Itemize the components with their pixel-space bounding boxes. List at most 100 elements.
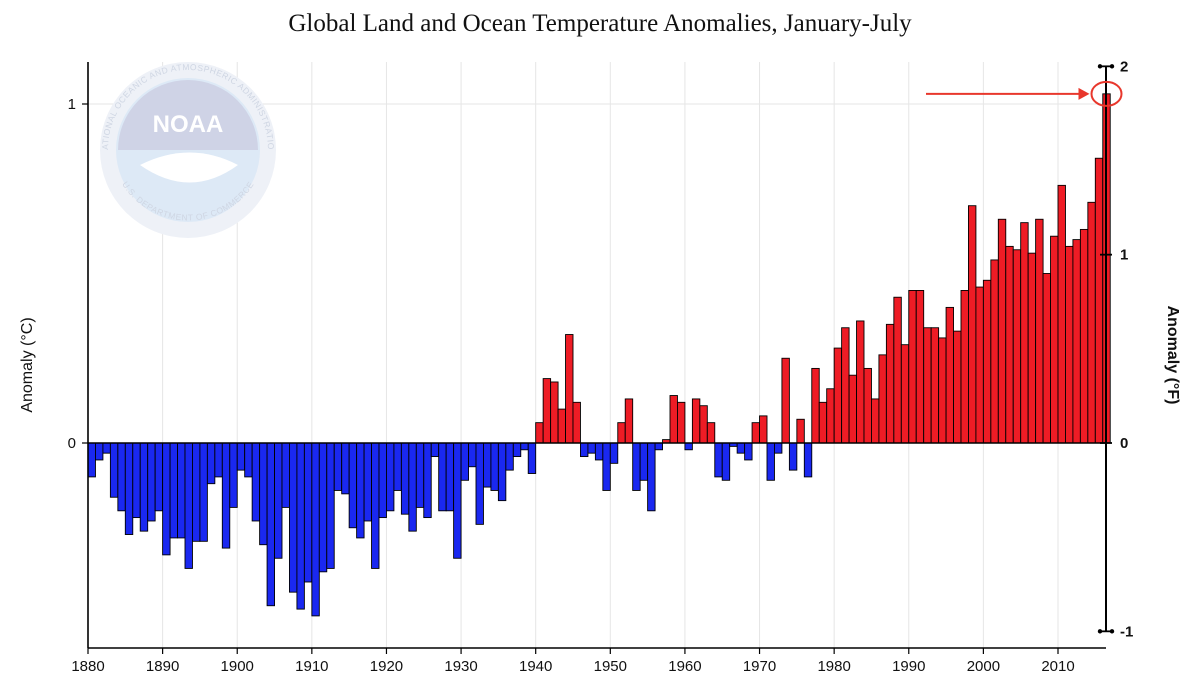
- bar-1970: [759, 415, 768, 444]
- bar-2007: [1035, 218, 1044, 444]
- bar-1933: [483, 442, 492, 488]
- bar-1943: [557, 408, 566, 444]
- bar-1882: [102, 442, 111, 454]
- bar-1956: [654, 442, 663, 451]
- bar-1952: [624, 398, 634, 444]
- x-tick-label-1910: 1910: [295, 658, 328, 675]
- bar-2013: [1079, 228, 1089, 444]
- bar-1907: [289, 442, 298, 593]
- bar-1888: [147, 442, 156, 522]
- bar-1979: [826, 388, 835, 444]
- bar-1951: [617, 422, 626, 444]
- y-right-tick-label-0: 0: [1120, 435, 1128, 452]
- bar-1947: [587, 442, 596, 454]
- bar-2006: [1027, 252, 1037, 444]
- axes: [87, 62, 1107, 649]
- bar-2004: [1012, 249, 1022, 444]
- bar-1887: [139, 442, 149, 532]
- bar-2014: [1087, 201, 1096, 444]
- bar-1983: [856, 320, 865, 444]
- bar-2009: [1050, 235, 1059, 444]
- bar-1900: [236, 442, 246, 471]
- bar-1886: [132, 442, 141, 519]
- bar-1954: [639, 442, 649, 481]
- x-tick-label-2010: 2010: [1041, 658, 1074, 675]
- bar-2011: [1065, 245, 1074, 444]
- x-tick-label-1920: 1920: [370, 658, 403, 675]
- bar-1986: [878, 354, 887, 444]
- bar-1901: [244, 442, 253, 478]
- bar-1948: [594, 442, 604, 461]
- bar-1950: [609, 442, 619, 464]
- x-tick-label-1930: 1930: [444, 658, 477, 675]
- bar-1906: [281, 442, 290, 508]
- y-right-axis-cap: [1109, 629, 1115, 634]
- bar-1980: [833, 347, 843, 444]
- annotations: [926, 80, 1123, 107]
- bar-1996: [953, 330, 962, 444]
- bar-1924: [415, 442, 425, 508]
- bar-1896: [206, 442, 216, 485]
- x-tick-label-1890: 1890: [146, 658, 179, 675]
- bar-1953: [632, 442, 641, 491]
- x-tick-label-1950: 1950: [594, 658, 627, 675]
- bar-1989: [900, 344, 910, 444]
- bar-1918: [371, 442, 380, 569]
- bar-1965: [721, 442, 731, 481]
- bar-1968: [744, 442, 753, 461]
- bar-1945: [572, 401, 581, 444]
- bar-1927: [438, 442, 447, 512]
- bar-1915: [348, 442, 358, 529]
- bar-2012: [1072, 239, 1081, 444]
- x-tick-label-1980: 1980: [817, 658, 850, 675]
- bar-1982: [848, 374, 857, 444]
- logo-sky: [118, 80, 258, 150]
- bar-1892: [177, 442, 186, 539]
- bar-1884: [117, 442, 126, 512]
- y-right-axis-cap: [1097, 629, 1103, 634]
- bar-1913: [333, 442, 343, 491]
- bar-1880: [87, 442, 96, 478]
- bar-1930: [460, 442, 469, 481]
- bar-1908: [296, 442, 305, 610]
- bar-1919: [378, 442, 387, 519]
- bar-1911: [318, 442, 328, 573]
- y-left-tick-label-0: 0: [68, 435, 76, 452]
- bar-1978: [818, 401, 828, 444]
- bar-2003: [1005, 245, 1014, 444]
- bar-1883: [109, 442, 119, 498]
- bar-1942: [550, 381, 559, 444]
- bar-2015: [1094, 157, 1104, 444]
- bar-1920: [386, 442, 395, 512]
- bar-1891: [169, 442, 178, 539]
- x-tick-label-1990: 1990: [892, 658, 925, 675]
- bar-2005: [1020, 222, 1029, 444]
- y-right-tick-label-1: 1: [1120, 247, 1128, 264]
- bar-1928: [445, 442, 455, 512]
- highlight-circle: [1090, 80, 1123, 107]
- y-right-axis-cap: [1097, 64, 1103, 69]
- bar-1964: [714, 442, 723, 478]
- bar-1885: [124, 442, 134, 535]
- bar-1910: [311, 442, 320, 617]
- bar-1925: [423, 442, 432, 519]
- bar-1898: [221, 442, 231, 549]
- bar-1912: [326, 442, 335, 569]
- y-right-axis-cap: [1109, 64, 1115, 69]
- noaa-logo: NOAA NATIONAL OCEANIC AND ATMOSPHERIC AD…: [0, 0, 276, 238]
- bar-1972: [774, 442, 783, 454]
- bar-1955: [647, 442, 656, 512]
- bar-1902: [251, 442, 261, 522]
- bar-1894: [192, 442, 201, 542]
- x-tick-label-2000: 2000: [967, 658, 1000, 675]
- bar-1985: [871, 398, 880, 444]
- bar-2000: [982, 279, 992, 444]
- bar-1917: [363, 442, 372, 522]
- bar-1881: [95, 442, 104, 461]
- bar-1893: [184, 442, 193, 569]
- y-right-tick-label--1: -1: [1120, 623, 1133, 640]
- bar-1999: [975, 286, 984, 444]
- bar-1922: [400, 442, 410, 515]
- y-left-tick-label-1: 1: [68, 96, 76, 113]
